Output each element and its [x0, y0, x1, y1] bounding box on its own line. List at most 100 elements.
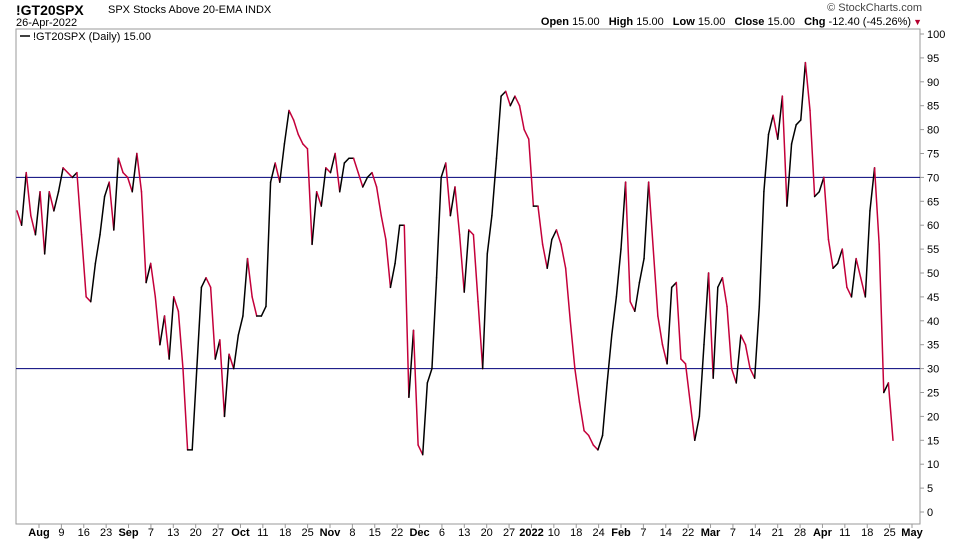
series-segment-up [57, 167, 64, 193]
series-segment-down [108, 181, 115, 231]
series-segment-down [707, 272, 714, 379]
series-segment-up [500, 90, 507, 97]
series-segment-up [394, 224, 401, 265]
series-segment-up [818, 176, 825, 193]
series-segment-up [597, 434, 604, 451]
series-segment-down [219, 339, 226, 418]
description-text: SPX Stocks Above 20-EMA [108, 4, 242, 16]
series-segment-down [315, 190, 323, 207]
series-segment-down [325, 167, 332, 174]
low-value: 15.00 [697, 16, 726, 28]
series-segment-up [329, 152, 336, 174]
series-segment-down [25, 171, 32, 217]
series-segment-up [237, 315, 244, 336]
series-segment-down [297, 133, 304, 145]
y-tick-label: 90 [927, 77, 939, 89]
exchange-text: INDX [244, 4, 272, 16]
series-segment-down [823, 176, 830, 241]
series-segment-up [481, 253, 489, 370]
y-tick-label: 85 [927, 101, 939, 113]
series-segment-down [804, 61, 811, 112]
series-segment-up [869, 167, 876, 212]
series-segment-down [417, 444, 424, 456]
series-segment-up [20, 171, 27, 226]
y-tick-label: 55 [927, 244, 939, 256]
series-segment-down [66, 171, 74, 179]
reference-lines [16, 176, 920, 370]
series-segment-down [205, 277, 212, 289]
series-segment-down [228, 353, 235, 370]
series-segment-down [182, 367, 189, 451]
y-tick-label: 0 [927, 507, 933, 519]
y-tick-label: 60 [927, 220, 939, 232]
series-segment-up [832, 262, 839, 269]
down-triangle-icon: ▼ [913, 17, 922, 27]
series-segment-up [279, 143, 286, 183]
series-segment-down [855, 257, 862, 279]
series-segment-up [343, 157, 350, 164]
y-tick-label: 15 [927, 435, 939, 447]
x-tick-label: 25 [301, 527, 313, 539]
series-segment-up [191, 367, 198, 451]
series-segment-down [859, 277, 867, 298]
series-segment-up [131, 152, 138, 193]
series-segment-down [39, 190, 46, 255]
series-segment-up [113, 157, 120, 231]
series-segment-down [334, 152, 341, 193]
x-tick-label: 7 [730, 527, 736, 539]
series-segment-up [786, 143, 793, 207]
series-segment-up [753, 305, 761, 379]
series-segment-up [320, 167, 327, 207]
series-segment-up [99, 195, 106, 236]
series-segment-up [408, 329, 415, 399]
series-segment-down [528, 138, 535, 207]
series-segment-down [564, 267, 572, 322]
y-tick-label: 70 [927, 172, 939, 184]
series-segment-up [232, 334, 240, 370]
x-tick-label: 2022 [519, 527, 543, 539]
x-tick-label: 6 [439, 527, 445, 539]
series-segment-down [352, 157, 359, 174]
high-label: High [608, 16, 634, 28]
y-tick-label: 25 [927, 388, 939, 400]
x-tick-label: 7 [148, 527, 154, 539]
chart-legend: !GT20SPX (Daily) 15.00 [20, 31, 151, 43]
x-tick-label: 18 [279, 527, 291, 539]
series-segment-up [366, 171, 373, 179]
y-tick-label: 10 [927, 459, 939, 471]
x-tick-label: 11 [839, 527, 850, 539]
open-value: 15.00 [572, 16, 600, 28]
series-segment-down [749, 367, 756, 379]
series-segment-down [357, 171, 364, 188]
x-tick-label: 21 [772, 527, 784, 539]
series-segment-down [76, 171, 83, 236]
series-segment-down [458, 234, 465, 293]
series-segment-down [624, 181, 631, 303]
x-tick-label: Nov [320, 527, 342, 539]
series-segment-down [647, 181, 655, 250]
x-tick-label: 24 [592, 527, 604, 539]
y-tick-label: 40 [927, 316, 939, 328]
series-segment-up [509, 95, 516, 107]
series-segment-down [209, 286, 217, 360]
series-segment-down [472, 234, 479, 303]
series-segment-down [574, 367, 581, 403]
open-label: Open [540, 16, 570, 28]
series-segment-down [555, 229, 562, 246]
series-segment-up [362, 176, 369, 188]
series-segment-up [776, 95, 784, 140]
series-segment-down [16, 210, 23, 226]
x-tick-label: Mar [701, 527, 721, 539]
series-segment-down [288, 109, 295, 121]
series-segment-down [173, 296, 180, 312]
chart-header: !GT20SPX SPX Stocks Above 20-EMA INDX 26… [0, 0, 960, 30]
y-tick-label: 75 [927, 149, 939, 161]
series-segment-up [712, 286, 719, 379]
series-segment-down [477, 300, 484, 370]
series-segment-down [454, 186, 461, 236]
series-segment-down [873, 167, 880, 246]
symbol-title: !GT20SPX [16, 2, 84, 18]
series-segment-down [537, 205, 544, 246]
series-segment-up [242, 257, 249, 317]
x-tick-label: 27 [212, 527, 224, 539]
